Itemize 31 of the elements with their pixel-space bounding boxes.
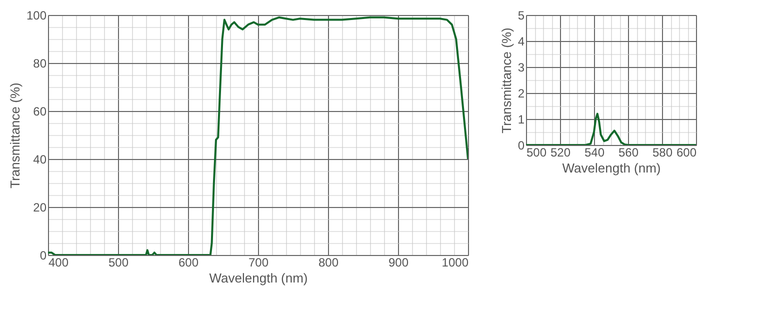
x-tick-label: 520: [550, 146, 571, 160]
y-tick-label: 100: [26, 8, 47, 22]
x-tick-label: 500: [108, 256, 129, 270]
y-tick-label: 3: [518, 60, 525, 74]
y-tick-label: 20: [33, 200, 47, 214]
line-series: [526, 112, 696, 145]
x-tick-label: 900: [388, 256, 409, 270]
x-tick-label: 540: [584, 146, 605, 160]
y-axis-title: Transmittance (%): [7, 82, 22, 188]
y-tick-label: 80: [33, 56, 47, 70]
x-tick-label: 400: [48, 256, 69, 270]
y-tick-label: 4: [518, 34, 525, 48]
x-tick-label: 560: [618, 146, 639, 160]
x-tick-label: 500: [526, 146, 547, 160]
y-tick-label: 0: [40, 248, 47, 262]
x-tick-label: 800: [318, 256, 339, 270]
x-tick-label: 580: [652, 146, 673, 160]
y-tick-label: 5: [518, 8, 525, 22]
line-series: [48, 16, 468, 255]
y-tick-label: 60: [33, 104, 47, 118]
x-axis-title: Wavelength (nm): [562, 160, 661, 176]
y-tick-label: 40: [33, 152, 47, 166]
x-tick-label: 600: [676, 146, 697, 160]
x-axis-title: Wavelength (nm): [209, 270, 308, 286]
y-axis-title: Transmittance (%): [498, 28, 514, 134]
x-tick-label: 600: [178, 256, 199, 270]
x-tick-label: 1000: [442, 256, 469, 270]
y-tick-label: 1: [518, 112, 525, 126]
x-tick-label: 700: [248, 256, 269, 270]
y-tick-label: 0: [518, 138, 525, 152]
y-tick-label: 2: [518, 86, 525, 100]
